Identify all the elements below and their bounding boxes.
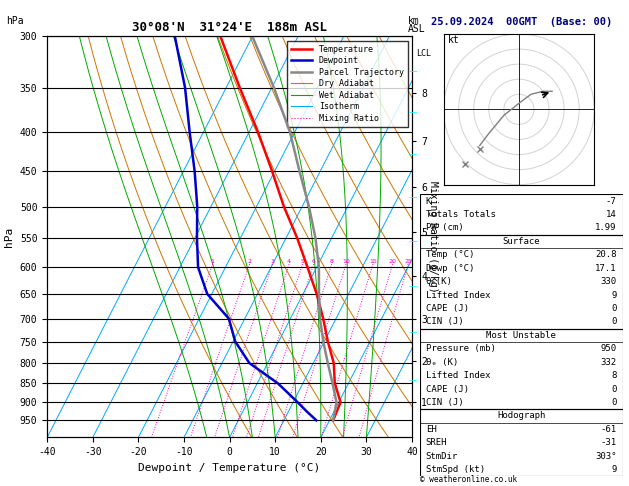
Text: 0: 0 (611, 384, 616, 394)
Text: EH: EH (426, 425, 437, 434)
Text: hPa: hPa (6, 16, 24, 26)
Text: -31: -31 (601, 438, 616, 447)
Text: LCL: LCL (416, 49, 431, 58)
Text: —: — (409, 376, 417, 385)
Text: 4: 4 (287, 259, 291, 264)
Text: Dewp (°C): Dewp (°C) (426, 264, 474, 273)
Text: km: km (408, 16, 420, 26)
Text: 17.1: 17.1 (595, 264, 616, 273)
Text: 25.09.2024  00GMT  (Base: 00): 25.09.2024 00GMT (Base: 00) (431, 17, 613, 27)
Text: Temp (°C): Temp (°C) (426, 250, 474, 260)
Text: 8: 8 (611, 371, 616, 380)
Text: —: — (409, 329, 417, 337)
Y-axis label: Mixing Ratio (g/kg): Mixing Ratio (g/kg) (428, 181, 438, 293)
Text: 20: 20 (389, 259, 396, 264)
Text: 14: 14 (606, 210, 616, 219)
Text: 0: 0 (611, 398, 616, 407)
Bar (420, 194, 623, 235)
Text: ASL: ASL (408, 24, 425, 35)
Text: 303°: 303° (595, 451, 616, 461)
Text: CIN (J): CIN (J) (426, 398, 464, 407)
Text: 20.8: 20.8 (595, 250, 616, 260)
Text: CIN (J): CIN (J) (426, 317, 464, 327)
Text: 0: 0 (611, 304, 616, 313)
Y-axis label: hPa: hPa (4, 227, 14, 247)
Text: 9: 9 (611, 291, 616, 299)
Text: CAPE (J): CAPE (J) (426, 304, 469, 313)
Text: 1: 1 (211, 259, 214, 264)
X-axis label: Dewpoint / Temperature (°C): Dewpoint / Temperature (°C) (138, 463, 321, 473)
Text: -7: -7 (606, 197, 616, 206)
Text: Surface: Surface (503, 237, 540, 246)
Title: 30°08'N  31°24'E  188m ASL: 30°08'N 31°24'E 188m ASL (132, 21, 327, 34)
Text: Most Unstable: Most Unstable (486, 331, 556, 340)
Text: 15: 15 (369, 259, 377, 264)
Text: -61: -61 (601, 425, 616, 434)
Legend: Temperature, Dewpoint, Parcel Trajectory, Dry Adiabat, Wet Adiabat, Isotherm, Mi: Temperature, Dewpoint, Parcel Trajectory… (287, 41, 408, 127)
Text: —: — (409, 193, 417, 202)
Text: Lifted Index: Lifted Index (426, 291, 490, 299)
Text: —: — (409, 108, 417, 118)
Text: PW (cm): PW (cm) (426, 224, 464, 232)
Text: —: — (409, 282, 417, 291)
Text: 332: 332 (601, 358, 616, 366)
Text: Hodograph: Hodograph (497, 411, 545, 420)
Text: 1.99: 1.99 (595, 224, 616, 232)
Text: 9: 9 (611, 465, 616, 474)
Text: 950: 950 (601, 344, 616, 353)
Text: 8: 8 (330, 259, 333, 264)
Text: SREH: SREH (426, 438, 447, 447)
Text: Lifted Index: Lifted Index (426, 371, 490, 380)
Text: 330: 330 (601, 277, 616, 286)
Text: —: — (409, 68, 417, 76)
Text: —: — (409, 237, 417, 246)
Text: —: — (409, 150, 417, 159)
Bar (420, 409, 623, 476)
Text: 10: 10 (342, 259, 350, 264)
Bar (420, 329, 623, 409)
Bar (420, 235, 623, 329)
Text: 0: 0 (611, 317, 616, 327)
Text: θₑ(K): θₑ(K) (426, 277, 452, 286)
Text: 5: 5 (301, 259, 304, 264)
Text: 2: 2 (248, 259, 252, 264)
Text: θₑ (K): θₑ (K) (426, 358, 458, 366)
Text: 3: 3 (270, 259, 274, 264)
Text: CAPE (J): CAPE (J) (426, 384, 469, 394)
Text: kt: kt (448, 35, 460, 45)
Text: Pressure (mb): Pressure (mb) (426, 344, 496, 353)
Text: 6: 6 (312, 259, 316, 264)
Text: K: K (426, 197, 431, 206)
Text: 25: 25 (404, 259, 412, 264)
Text: © weatheronline.co.uk: © weatheronline.co.uk (420, 475, 517, 484)
Text: StmDir: StmDir (426, 451, 458, 461)
Text: StmSpd (kt): StmSpd (kt) (426, 465, 485, 474)
Text: Totals Totals: Totals Totals (426, 210, 496, 219)
